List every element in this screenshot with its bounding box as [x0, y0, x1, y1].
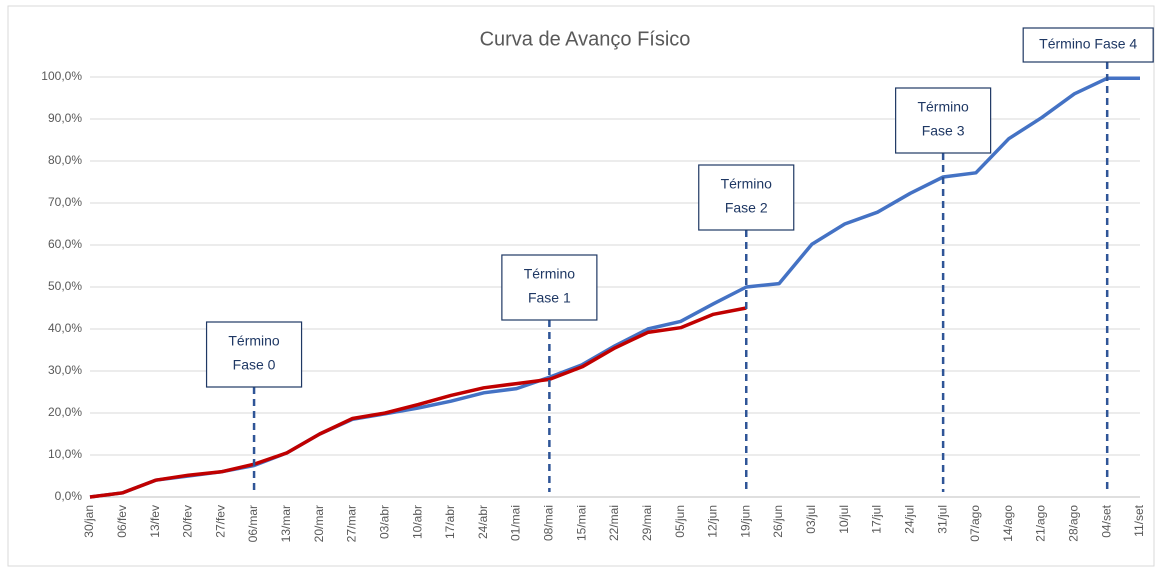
annotation: Término Fase 3	[895, 87, 992, 492]
annotation-text: Término	[524, 266, 576, 282]
x-tick-label: 13/mar	[279, 505, 293, 542]
annotation-box	[501, 254, 598, 321]
annotation-text: Fase 3	[922, 123, 965, 139]
x-tick-label: 29/mai	[640, 505, 654, 541]
annotation-box	[1022, 27, 1154, 63]
x-tick-label: 19/jun	[738, 505, 752, 538]
x-tick-label: 17/jul	[870, 505, 884, 534]
x-tick-label: 24/abr	[476, 505, 490, 539]
x-tick-label: 03/abr	[377, 505, 391, 539]
y-tick-label: 10,0%	[48, 447, 82, 461]
x-tick-label: 22/mai	[607, 505, 621, 541]
annotation-box	[698, 164, 795, 231]
x-tick-label: 03/jul	[804, 505, 818, 534]
annotation: Término Fase 0	[205, 321, 303, 492]
x-tick-label: 21/ago	[1034, 505, 1048, 542]
x-tick-label: 01/mai	[509, 505, 523, 541]
x-tick-label: 14/ago	[1001, 505, 1015, 542]
y-tick-label: 30,0%	[48, 363, 82, 377]
x-tick-label: 06/mar	[246, 505, 260, 542]
x-tick-label: 28/ago	[1067, 505, 1081, 542]
annotation-text: Término Fase 4	[1039, 36, 1137, 52]
x-tick-label: 20/fev	[181, 505, 195, 538]
annotation-text: Fase 0	[233, 357, 276, 373]
x-tick-label: 11/set	[1132, 504, 1146, 536]
x-tick-label: 07/ago	[968, 505, 982, 542]
x-tick-label: 05/jun	[673, 505, 687, 538]
x-tick-label: 27/fev	[213, 505, 227, 538]
x-tick-label: 27/mar	[345, 505, 359, 542]
annotation-text: Fase 1	[528, 290, 571, 306]
y-tick-label: 40,0%	[48, 321, 82, 335]
x-tick-label: 15/mai	[574, 505, 588, 541]
x-tick-label: 26/jun	[771, 505, 785, 538]
x-tick-label: 30/jan	[82, 505, 96, 538]
y-tick-label: 50,0%	[48, 279, 82, 293]
annotation: Término Fase 4	[1022, 27, 1154, 492]
series-line	[89, 306, 747, 499]
annotation: Término Fase 1	[501, 254, 598, 492]
y-tick-label: 90,0%	[48, 111, 82, 125]
annotation-text: Término	[721, 176, 773, 192]
x-tick-label: 06/fev	[115, 505, 129, 538]
annotation: Término Fase 2	[698, 164, 795, 492]
y-tick-label: 20,0%	[48, 405, 82, 419]
annotation-text: Término	[917, 99, 969, 115]
chart-title: Curva de Avanço Físico	[480, 28, 691, 50]
y-tick-label: 80,0%	[48, 153, 82, 167]
annotation-text: Término	[228, 333, 280, 349]
x-tick-label: 17/abr	[443, 505, 457, 539]
x-tick-label: 10/jul	[837, 505, 851, 534]
x-tick-label: 12/jun	[706, 505, 720, 538]
x-tick-label: 20/mar	[312, 505, 326, 542]
annotation-text: Fase 2	[725, 200, 768, 216]
x-tick-label: 24/jul	[902, 505, 916, 534]
annotation-box	[205, 321, 303, 388]
y-tick-label: 70,0%	[48, 195, 82, 209]
x-tick-label: 08/mai	[542, 505, 556, 541]
y-tick-label: 100,0%	[41, 69, 82, 83]
y-tick-label: 60,0%	[48, 237, 82, 251]
x-tick-label: 31/jul	[935, 505, 949, 534]
x-tick-label: 13/fev	[148, 505, 162, 538]
x-tick-label: 04/set	[1099, 504, 1113, 537]
y-tick-label: 0,0%	[55, 489, 83, 503]
annotation-box	[895, 87, 992, 154]
x-tick-label: 10/abr	[410, 505, 424, 539]
